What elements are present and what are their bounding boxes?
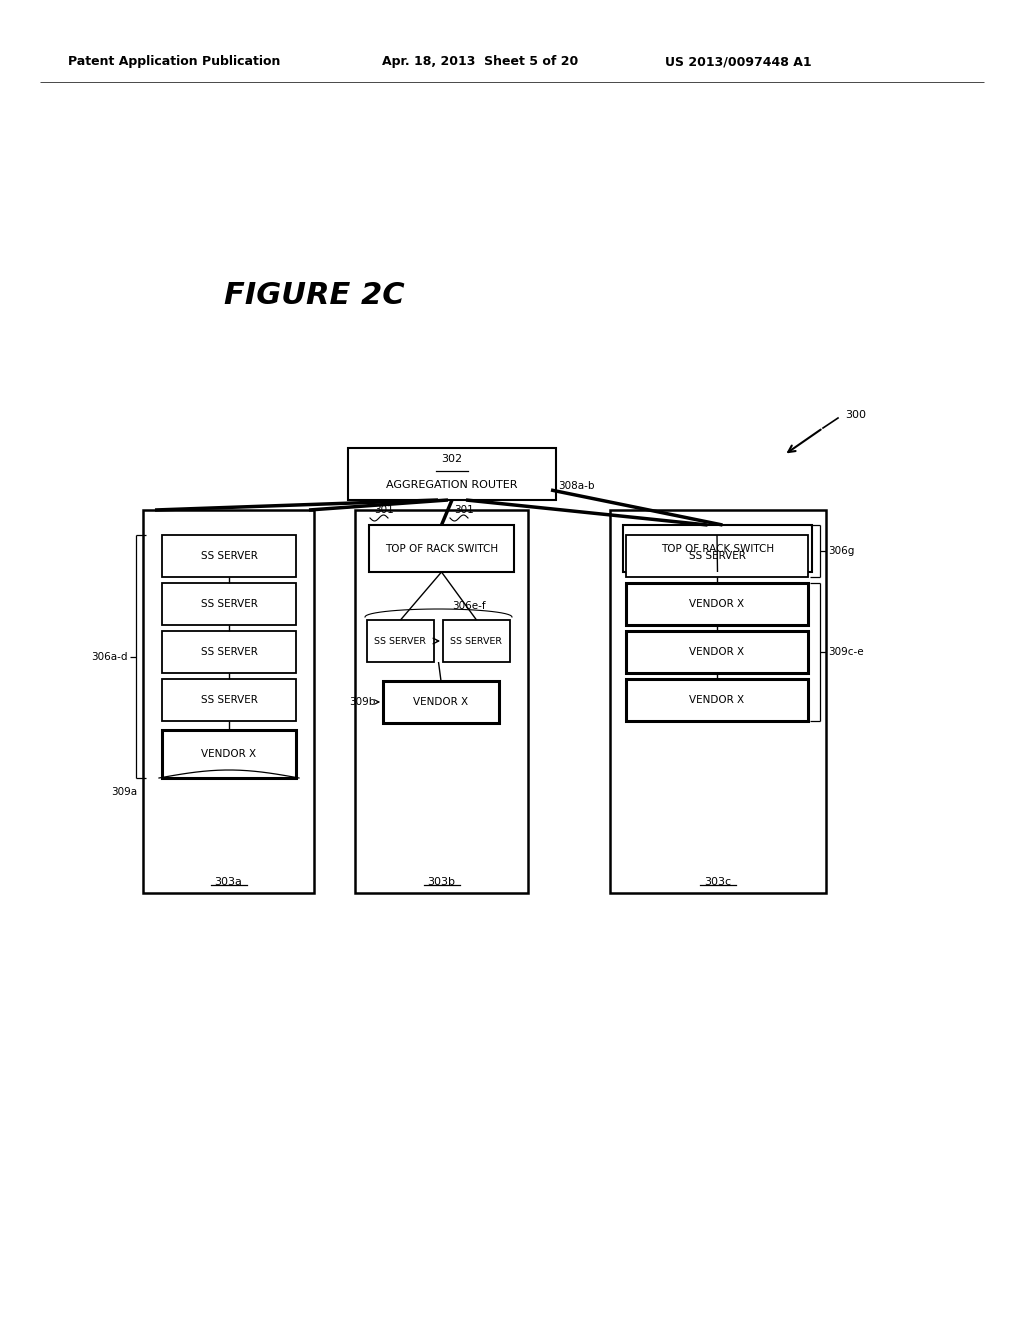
Bar [162,631,296,673]
Bar [443,620,510,663]
Bar [355,510,528,894]
Bar [162,583,296,624]
Text: 306g: 306g [828,546,854,556]
Bar [626,631,808,673]
Text: 303b: 303b [427,876,456,887]
Text: SS SERVER: SS SERVER [201,647,257,657]
Text: VENDOR X: VENDOR X [689,599,744,609]
Text: 301: 301 [374,506,394,515]
Text: 301: 301 [454,506,474,515]
Bar [383,681,499,723]
Bar [610,510,826,894]
Bar [367,620,434,663]
Bar [369,525,514,572]
Text: US 2013/0097448 A1: US 2013/0097448 A1 [665,55,812,69]
Text: 300: 300 [845,411,866,420]
Bar [162,678,296,721]
Text: VENDOR X: VENDOR X [689,696,744,705]
Bar [143,510,314,894]
Text: SS SERVER: SS SERVER [451,636,503,645]
Text: 303c: 303c [705,876,731,887]
Text: FIGURE 2C: FIGURE 2C [224,281,404,310]
Text: SS SERVER: SS SERVER [201,696,257,705]
Text: VENDOR X: VENDOR X [202,748,257,759]
Text: 306a-d: 306a-d [91,652,128,661]
Bar [623,525,812,572]
Text: VENDOR X: VENDOR X [414,697,469,708]
Bar [348,447,556,500]
Text: 303a: 303a [215,876,243,887]
Bar [162,730,296,777]
Text: 309a: 309a [111,787,137,797]
Text: VENDOR X: VENDOR X [689,647,744,657]
Text: Apr. 18, 2013  Sheet 5 of 20: Apr. 18, 2013 Sheet 5 of 20 [382,55,579,69]
Text: 306e-f: 306e-f [452,601,485,611]
Text: SS SERVER: SS SERVER [201,599,257,609]
Bar [626,678,808,721]
Text: Patent Application Publication: Patent Application Publication [68,55,281,69]
Text: 308a-b: 308a-b [558,480,595,491]
Bar [162,535,296,577]
Bar [626,583,808,624]
Text: 302: 302 [441,454,463,465]
Text: TOP OF RACK SWITCH: TOP OF RACK SWITCH [660,544,774,553]
Text: SS SERVER: SS SERVER [201,550,257,561]
Text: 309c-e: 309c-e [828,647,863,657]
Text: 309b: 309b [349,697,376,708]
Text: TOP OF RACK SWITCH: TOP OF RACK SWITCH [385,544,498,553]
Text: SS SERVER: SS SERVER [688,550,745,561]
Text: AGGREGATION ROUTER: AGGREGATION ROUTER [386,480,518,490]
Text: SS SERVER: SS SERVER [375,636,427,645]
Bar [626,535,808,577]
